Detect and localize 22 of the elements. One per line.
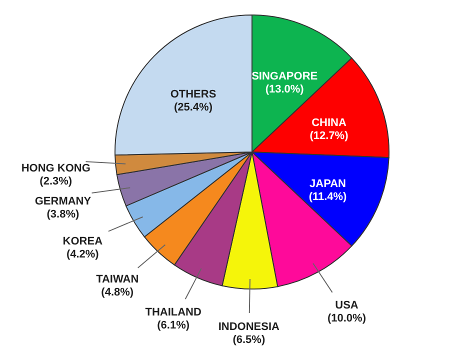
data-label: (6.5%) [232, 334, 266, 346]
slice-label: OTHERS [170, 88, 216, 101]
data-label: (25.4%) [174, 102, 213, 114]
data-label: (12.7%) [310, 130, 349, 142]
slice-label: TAIWAN [96, 274, 139, 286]
data-label: (2.3%) [40, 175, 72, 188]
slice-label: USA [335, 299, 358, 312]
data-label: (13.0%) [265, 84, 304, 96]
slice-label: CHINA [312, 117, 346, 130]
data-label: (4.8%) [101, 286, 134, 299]
slice-label: GERMANY [34, 195, 92, 208]
data-label: (3.8%) [46, 208, 80, 220]
slice-label: KOREA [62, 235, 103, 248]
data-label: (10.0%) [327, 312, 366, 324]
data-label: (11.4%) [308, 190, 348, 203]
slice-label: JAPAN [310, 178, 346, 190]
slice-label: HONG KONG [21, 162, 90, 174]
data-label: (6.1%) [157, 319, 190, 332]
data-label: (4.2%) [66, 248, 100, 260]
slice-label: THAILAND [145, 306, 202, 318]
slice-label: INDONESIA [218, 320, 280, 333]
slice-label: SINGAPORE [252, 70, 318, 83]
